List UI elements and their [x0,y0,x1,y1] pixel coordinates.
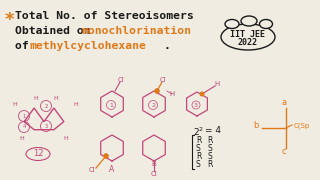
Text: A: A [109,165,115,174]
Text: H: H [169,91,175,97]
Ellipse shape [225,19,239,28]
Text: S: S [207,152,212,161]
Text: Cl: Cl [151,171,157,177]
Text: H: H [20,136,24,141]
Text: B: B [152,161,156,167]
Text: H: H [34,96,38,100]
Text: H: H [74,102,78,107]
Text: methylcyclohexane: methylcyclohexane [29,41,146,51]
Text: a: a [281,98,287,107]
Text: *: * [5,11,14,29]
Text: Cl: Cl [160,77,166,83]
Circle shape [199,91,204,96]
Text: R: R [196,136,201,145]
Text: H: H [54,96,58,100]
Text: 3: 3 [194,102,198,107]
Text: b: b [253,122,259,130]
Text: monochlorination: monochlorination [82,26,192,36]
Ellipse shape [260,19,273,28]
Text: C(Sp: C(Sp [294,123,310,129]
Text: R: R [196,152,201,161]
Text: R: R [207,136,212,145]
Text: H: H [214,81,220,87]
Text: R: R [207,160,212,169]
Text: H: H [64,136,68,141]
Text: = 4: = 4 [205,126,221,135]
Text: Obtained on: Obtained on [15,26,98,36]
Text: 2: 2 [151,102,155,107]
Text: 12: 12 [33,150,43,159]
Text: Total No. of Stereoisomers: Total No. of Stereoisomers [15,11,194,21]
Text: H: H [12,102,17,107]
Text: .: . [163,41,170,51]
Circle shape [154,88,160,94]
Text: 4: 4 [22,125,26,129]
Text: c: c [282,147,286,156]
Text: 1: 1 [109,102,113,107]
Text: 1: 1 [22,114,26,118]
Text: $2^2$: $2^2$ [193,126,204,138]
Text: 3: 3 [44,123,48,129]
Text: 2022: 2022 [238,37,258,46]
Text: Cl: Cl [89,167,95,173]
Text: S: S [207,144,212,153]
Circle shape [103,153,109,159]
Text: Cl: Cl [118,77,124,83]
Text: of: of [15,41,36,51]
Ellipse shape [221,24,275,50]
Ellipse shape [241,16,257,26]
Text: S: S [196,160,201,169]
Text: 2: 2 [44,103,48,109]
Text: IIT JEE: IIT JEE [230,30,266,39]
Text: S: S [196,144,201,153]
